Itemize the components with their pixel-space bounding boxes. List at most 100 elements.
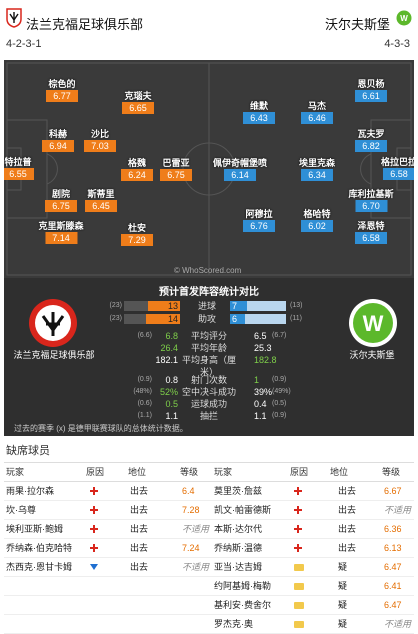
- home-prev: (0.9): [137, 376, 152, 383]
- away-absent-status: 疑: [338, 562, 348, 572]
- away-absent-player[interactable]: 基利安·费舍尔: [214, 600, 271, 610]
- home-absent-status: 出去: [130, 505, 149, 515]
- away-team-name[interactable]: 沃尔夫斯堡: [324, 17, 390, 32]
- player-name: 阿穆拉: [245, 209, 273, 219]
- away-absent-player[interactable]: 罗杰克·奥: [214, 619, 253, 629]
- home-absent-player[interactable]: 埃利亚斯·鲍姆: [6, 524, 63, 534]
- away-prev: (0.9): [272, 376, 287, 383]
- home-prev: (6.6): [137, 332, 152, 339]
- stat-row: 26.4 平均年龄 25.3: [4, 342, 414, 354]
- player-rating: 6.58: [355, 232, 387, 244]
- away-player-10[interactable]: 格拉巴拉 6.58: [381, 156, 414, 180]
- home-value: 0.8: [165, 375, 178, 385]
- stat-row: (0.9) 0.8 射门次数 1 (0.9): [4, 374, 414, 386]
- away-player-1[interactable]: 维默 6.43: [243, 100, 275, 124]
- away-absent-status: 出去: [338, 505, 357, 515]
- away-player-3[interactable]: 马杰 6.46: [301, 100, 333, 124]
- away-player-4[interactable]: 埃里克森 6.34: [299, 157, 335, 181]
- away-prev: (0.5): [272, 400, 287, 407]
- home-crest-icon: [6, 8, 22, 28]
- away-player-9[interactable]: 泽恩特 6.58: [355, 220, 387, 244]
- away-absent-status: 疑: [338, 619, 348, 629]
- home-player-4[interactable]: 克里斯滕森 7.14: [38, 220, 84, 244]
- home-player-8[interactable]: 格魏 6.24: [121, 157, 153, 181]
- home-bar-fill: [148, 301, 180, 311]
- injury-icon: [90, 544, 98, 552]
- home-player-3[interactable]: 剧院 6.75: [45, 188, 77, 212]
- home-player-5[interactable]: 沙比 7.03: [84, 128, 116, 152]
- away-absent-status: 出去: [338, 486, 357, 496]
- player-name: 库利拉基斯: [348, 189, 394, 199]
- away-value: 6: [232, 314, 238, 324]
- away-player-7[interactable]: 瓦夫罗 6.82: [355, 128, 387, 152]
- player-rating: 7.14: [44, 232, 77, 244]
- col-player-away: 玩家: [214, 467, 233, 477]
- home-prev: (23): [109, 315, 122, 322]
- away-value: 1: [254, 375, 260, 385]
- player-rating: 6.24: [121, 169, 153, 181]
- away-absent-player[interactable]: 亚当·达吉姆: [214, 562, 262, 572]
- away-player-2[interactable]: 阿穆拉 6.76: [243, 208, 275, 232]
- player-rating: 6.65: [122, 102, 154, 114]
- injury-icon: [90, 506, 98, 514]
- home-absent-grade: 7.24: [182, 543, 200, 553]
- away-absent-status: 出去: [338, 524, 357, 534]
- away-bar-track: [230, 314, 286, 324]
- home-absent-grade: 7.28: [182, 505, 200, 515]
- home-player-7[interactable]: 克瑙夫 6.65: [122, 90, 154, 114]
- injury-icon: [294, 506, 302, 514]
- player-name: 杜安: [127, 223, 146, 233]
- home-absent-player[interactable]: 雨果·拉尔森: [6, 486, 54, 496]
- away-player-0[interactable]: 佩伊奇帽堡喷 6.14: [213, 157, 267, 181]
- home-team-name[interactable]: 法兰克福足球俱乐部: [26, 17, 144, 32]
- player-rating: 6.75: [45, 200, 77, 212]
- stat-label: 空中决斗成功: [181, 387, 236, 397]
- away-absent-player[interactable]: 凯文·帕雷德斯: [214, 505, 271, 515]
- away-absent-player[interactable]: 本斯·达尔代: [214, 524, 262, 534]
- home-value: 0.5: [165, 399, 178, 409]
- home-player-10[interactable]: 巴雷亚 6.75: [160, 157, 192, 181]
- home-absent-player[interactable]: 乔纳森·伯克哈特: [6, 543, 72, 553]
- home-absent-player[interactable]: 杰西克·恩甘卡姆: [6, 562, 72, 572]
- home-player-0[interactable]: 特拉普 6.55: [4, 156, 34, 180]
- col-reason-away: 原因: [290, 467, 309, 477]
- home-value: 1.1: [165, 411, 178, 421]
- away-absent-grade: 6.41: [384, 581, 402, 591]
- col-reason-home: 原因: [86, 467, 105, 477]
- stat-row: (48%) 52% 空中决斗成功 39% (49%): [4, 386, 414, 398]
- away-absent-player[interactable]: 约阿基姆·梅勒: [214, 581, 271, 591]
- player-name: 剧院: [51, 189, 70, 199]
- player-name: 特拉普: [4, 157, 32, 167]
- home-absent-status: 出去: [130, 486, 149, 496]
- away-absent-player[interactable]: 莫里茨·詹兹: [214, 486, 262, 496]
- home-player-9[interactable]: 杜安 7.29: [121, 222, 153, 246]
- injury-icon: [294, 544, 302, 552]
- player-rating: 6.94: [42, 140, 74, 152]
- stats-title: 预计首发阵容统计对比: [159, 287, 259, 298]
- away-player-5[interactable]: 格哈特 6.02: [301, 208, 333, 232]
- home-player-2[interactable]: 棕色的 6.77: [46, 78, 78, 102]
- stat-label: 平均年龄: [190, 343, 227, 353]
- away-prev: (11): [290, 315, 302, 322]
- home-player-6[interactable]: 斯蒂里 6.45: [85, 188, 117, 212]
- stat-label: 运球成功: [190, 399, 227, 409]
- away-player-6[interactable]: 恩贝杨 6.61: [355, 78, 387, 102]
- away-team-label: 沃尔夫斯堡: [349, 350, 395, 360]
- table-row: 乔纳森·伯克哈特 出去 7.24 乔纳斯·温德 出去 6.13: [4, 539, 414, 558]
- home-value: 182.1: [155, 355, 178, 365]
- away-value: 182.8: [254, 355, 277, 365]
- player-name: 克瑙夫: [124, 91, 152, 101]
- col-grade-away: 等级: [382, 467, 401, 477]
- home-absent-player[interactable]: 坎·乌尊: [6, 505, 36, 515]
- stat-label: 抽拦: [199, 411, 218, 421]
- table-row: 雨果·拉尔森 出去 6.4 莫里茨·詹兹 出去 6.67: [4, 482, 414, 501]
- table-row: 坎·乌尊 出去 7.28 凯文·帕雷德斯 出去 不适用: [4, 501, 414, 520]
- home-value: 26.4: [160, 343, 178, 353]
- home-player-1[interactable]: 科赫 6.94: [42, 128, 74, 152]
- away-prev: (6.7): [272, 332, 287, 339]
- away-player-8[interactable]: 库利拉基斯 6.70: [348, 188, 394, 212]
- away-absent-player[interactable]: 乔纳斯·温德: [214, 543, 262, 553]
- away-value: 7: [232, 301, 238, 311]
- home-absent-grade: 6.4: [182, 486, 195, 496]
- player-rating: 6.55: [4, 168, 34, 180]
